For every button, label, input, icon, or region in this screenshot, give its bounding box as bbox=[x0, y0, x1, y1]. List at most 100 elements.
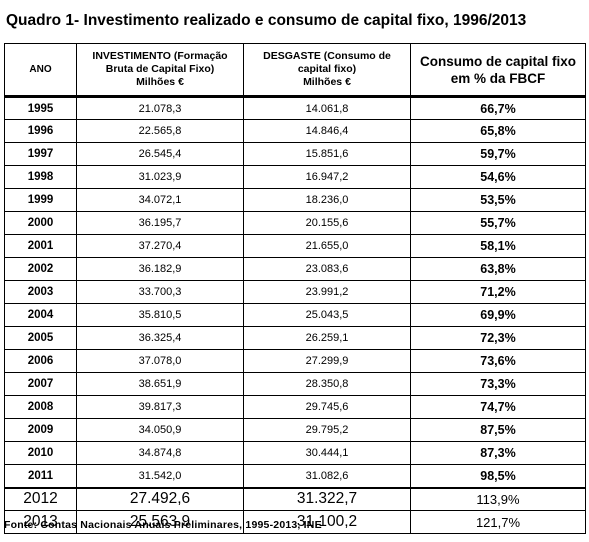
cell-ano: 2009 bbox=[4, 418, 77, 442]
cell-consumo: 71,2% bbox=[410, 280, 586, 304]
table-row: 2011 31.542,0 31.082,6 98,5% bbox=[4, 464, 586, 489]
cell-ano: 2003 bbox=[4, 280, 77, 304]
table-row: 2004 35.810,5 25.043,5 69,9% bbox=[4, 303, 586, 327]
cell-investimento: 22.565,8 bbox=[76, 119, 244, 143]
cell-desgaste: 26.259,1 bbox=[243, 326, 411, 350]
cell-consumo: 59,7% bbox=[410, 142, 586, 166]
cell-consumo: 74,7% bbox=[410, 395, 586, 419]
cell-ano: 2013 bbox=[4, 510, 77, 534]
cell-ano: 2004 bbox=[4, 303, 77, 327]
header-desgaste-line-3: Milhões € bbox=[303, 76, 351, 88]
table-row: 2012 27.492,6 31.322,7 113,9% bbox=[4, 487, 586, 511]
source-note: Fonte: Contas Nacionais Anuais Prelimina… bbox=[4, 519, 322, 531]
cell-ano: 1996 bbox=[4, 119, 77, 143]
cell-consumo: 54,6% bbox=[410, 165, 586, 189]
cell-investimento: 38.651,9 bbox=[76, 372, 244, 396]
cell-investimento: 36.182,9 bbox=[76, 257, 244, 281]
cell-consumo: 98,5% bbox=[410, 464, 586, 489]
header-investimento: INVESTIMENTO (Formação Bruta de Capital … bbox=[76, 43, 244, 98]
cell-investimento: 36.195,7 bbox=[76, 211, 244, 235]
header-consumo: Consumo de capital fixo em % da FBCF bbox=[410, 43, 586, 98]
table-row: 2013 25.563,9 31.100,2 121,7% bbox=[4, 510, 586, 534]
table-row: 2010 34.874,8 30.444,1 87,3% bbox=[4, 441, 586, 465]
cell-investimento: 37.078,0 bbox=[76, 349, 244, 373]
cell-investimento: 25.563,9 bbox=[76, 510, 244, 534]
cell-investimento: 36.325,4 bbox=[76, 326, 244, 350]
cell-consumo: 72,3% bbox=[410, 326, 586, 350]
cell-desgaste: 18.236,0 bbox=[243, 188, 411, 212]
cell-consumo: 73,3% bbox=[410, 372, 586, 396]
cell-ano: 1999 bbox=[4, 188, 77, 212]
cell-desgaste: 14.061,8 bbox=[243, 96, 411, 120]
cell-desgaste: 31.322,7 bbox=[243, 487, 411, 511]
cell-consumo: 66,7% bbox=[410, 96, 586, 120]
cell-desgaste: 31.082,6 bbox=[243, 464, 411, 489]
header-desgaste-line-1: DESGASTE (Consumo de bbox=[263, 50, 391, 62]
table-row: 2008 39.817,3 29.745,6 74,7% bbox=[4, 395, 586, 419]
cell-investimento: 35.810,5 bbox=[76, 303, 244, 327]
cell-consumo: 69,9% bbox=[410, 303, 586, 327]
cell-investimento: 26.545,4 bbox=[76, 142, 244, 166]
header-investimento-line-3: Milhões € bbox=[136, 76, 184, 88]
investment-table: ANO INVESTIMENTO (Formação Bruta de Capi… bbox=[4, 43, 586, 534]
table-row: 1997 26.545,4 15.851,6 59,7% bbox=[4, 142, 586, 166]
header-row: ANO INVESTIMENTO (Formação Bruta de Capi… bbox=[4, 43, 586, 98]
cell-desgaste: 23.991,2 bbox=[243, 280, 411, 304]
cell-ano: 2010 bbox=[4, 441, 77, 465]
cell-ano: 1995 bbox=[4, 96, 77, 120]
cell-desgaste: 29.745,6 bbox=[243, 395, 411, 419]
cell-desgaste: 25.043,5 bbox=[243, 303, 411, 327]
cell-desgaste: 21.655,0 bbox=[243, 234, 411, 258]
header-investimento-line-2: Bruta de Capital Fixo) bbox=[105, 63, 215, 75]
cell-desgaste: 30.444,1 bbox=[243, 441, 411, 465]
cell-ano: 2008 bbox=[4, 395, 77, 419]
table-row: 1999 34.072,1 18.236,0 53,5% bbox=[4, 188, 586, 212]
cell-ano: 2001 bbox=[4, 234, 77, 258]
table-row: 2003 33.700,3 23.991,2 71,2% bbox=[4, 280, 586, 304]
cell-investimento: 34.072,1 bbox=[76, 188, 244, 212]
header-ano: ANO bbox=[4, 43, 77, 98]
cell-investimento: 34.874,8 bbox=[76, 441, 244, 465]
cell-investimento: 31.023,9 bbox=[76, 165, 244, 189]
cell-ano: 1998 bbox=[4, 165, 77, 189]
cell-desgaste: 16.947,2 bbox=[243, 165, 411, 189]
cell-investimento: 31.542,0 bbox=[76, 464, 244, 489]
cell-desgaste: 27.299,9 bbox=[243, 349, 411, 373]
table-row: 1998 31.023,9 16.947,2 54,6% bbox=[4, 165, 586, 189]
cell-ano: 2000 bbox=[4, 211, 77, 235]
cell-investimento: 27.492,6 bbox=[76, 487, 244, 511]
header-desgaste: DESGASTE (Consumo de capital fixo) Milhõ… bbox=[243, 43, 411, 98]
table-row: 2009 34.050,9 29.795,2 87,5% bbox=[4, 418, 586, 442]
table-title: Quadro 1- Investimento realizado e consu… bbox=[6, 12, 527, 29]
header-consumo-line-2: em % da FBCF bbox=[450, 70, 546, 86]
cell-consumo: 113,9% bbox=[410, 487, 586, 511]
cell-consumo: 53,5% bbox=[410, 188, 586, 212]
cell-desgaste: 29.795,2 bbox=[243, 418, 411, 442]
table-row: 2001 37.270,4 21.655,0 58,1% bbox=[4, 234, 586, 258]
table-row: 2005 36.325,4 26.259,1 72,3% bbox=[4, 326, 586, 350]
cell-consumo: 73,6% bbox=[410, 349, 586, 373]
cell-consumo: 87,5% bbox=[410, 418, 586, 442]
cell-investimento: 33.700,3 bbox=[76, 280, 244, 304]
cell-investimento: 21.078,3 bbox=[76, 96, 244, 120]
cell-ano: 2005 bbox=[4, 326, 77, 350]
table-body: 1995 21.078,3 14.061,8 66,7% 1996 22.565,8 14… bbox=[4, 96, 586, 534]
table-row: 1995 21.078,3 14.061,8 66,7% bbox=[4, 96, 586, 120]
cell-consumo: 87,3% bbox=[410, 441, 586, 465]
header-investimento-line-1: INVESTIMENTO (Formação bbox=[92, 50, 228, 62]
cell-desgaste: 15.851,6 bbox=[243, 142, 411, 166]
table-row: 2006 37.078,0 27.299,9 73,6% bbox=[4, 349, 586, 373]
cell-ano: 1997 bbox=[4, 142, 77, 166]
cell-desgaste: 20.155,6 bbox=[243, 211, 411, 235]
cell-ano: 2006 bbox=[4, 349, 77, 373]
cell-ano: 2007 bbox=[4, 372, 77, 396]
cell-consumo: 65,8% bbox=[410, 119, 586, 143]
cell-investimento: 34.050,9 bbox=[76, 418, 244, 442]
cell-desgaste: 23.083,6 bbox=[243, 257, 411, 281]
table-row: 2000 36.195,7 20.155,6 55,7% bbox=[4, 211, 586, 235]
cell-consumo: 55,7% bbox=[410, 211, 586, 235]
table-row: 2002 36.182,9 23.083,6 63,8% bbox=[4, 257, 586, 281]
cell-consumo: 63,8% bbox=[410, 257, 586, 281]
cell-desgaste: 28.350,8 bbox=[243, 372, 411, 396]
cell-consumo: 121,7% bbox=[410, 510, 586, 534]
